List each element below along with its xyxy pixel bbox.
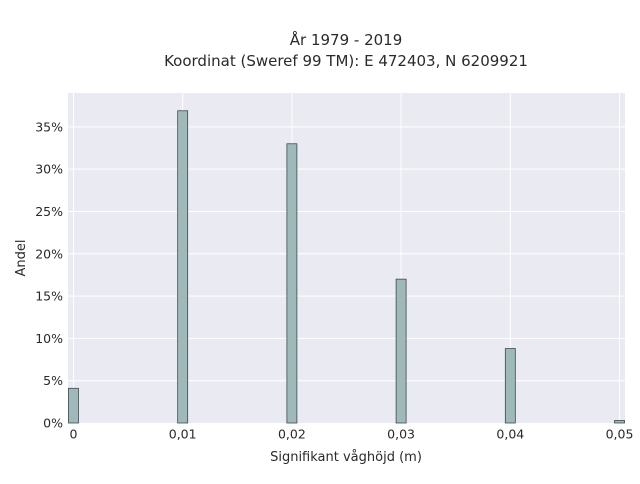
x-tick-label: 0,03	[387, 427, 415, 442]
y-tick-label: 20%	[35, 246, 63, 261]
x-tick-label: 0,02	[278, 427, 306, 442]
x-axis-label: Signifikant våghöjd (m)	[270, 450, 422, 465]
x-tick-label: 0,01	[169, 427, 197, 442]
plot-area	[68, 93, 625, 423]
x-tick-label: 0,04	[496, 427, 524, 442]
y-tick-label: 10%	[35, 331, 63, 346]
y-tick-label: 15%	[35, 289, 63, 304]
y-tick-label: 35%	[35, 119, 63, 134]
chart-subtitle: Koordinat (Sweref 99 TM): E 472403, N 62…	[164, 52, 528, 70]
y-axis-label: Andel	[14, 240, 29, 277]
histogram-bar	[68, 387, 79, 424]
y-tick-label: 25%	[35, 204, 63, 219]
y-tick-label: 5%	[43, 373, 63, 388]
chart-title: År 1979 - 2019	[290, 30, 403, 49]
y-axis-ticks: 0% 5% 10% 15% 20% 25% 30% 35%	[35, 119, 63, 430]
histogram-bar	[614, 420, 625, 424]
histogram-bar	[286, 143, 298, 424]
histogram-bar	[177, 110, 189, 424]
x-axis-ticks: 0 0,01 0,02 0,03 0,04 0,05	[69, 427, 633, 442]
x-tick-label: 0,05	[606, 427, 634, 442]
y-tick-label: 30%	[35, 162, 63, 177]
grid-lines	[68, 93, 625, 423]
bars	[68, 110, 625, 424]
x-tick-label: 0	[69, 427, 77, 442]
y-tick-label: 0%	[43, 416, 63, 431]
histogram-bar	[504, 348, 516, 424]
histogram-bar	[395, 278, 407, 424]
